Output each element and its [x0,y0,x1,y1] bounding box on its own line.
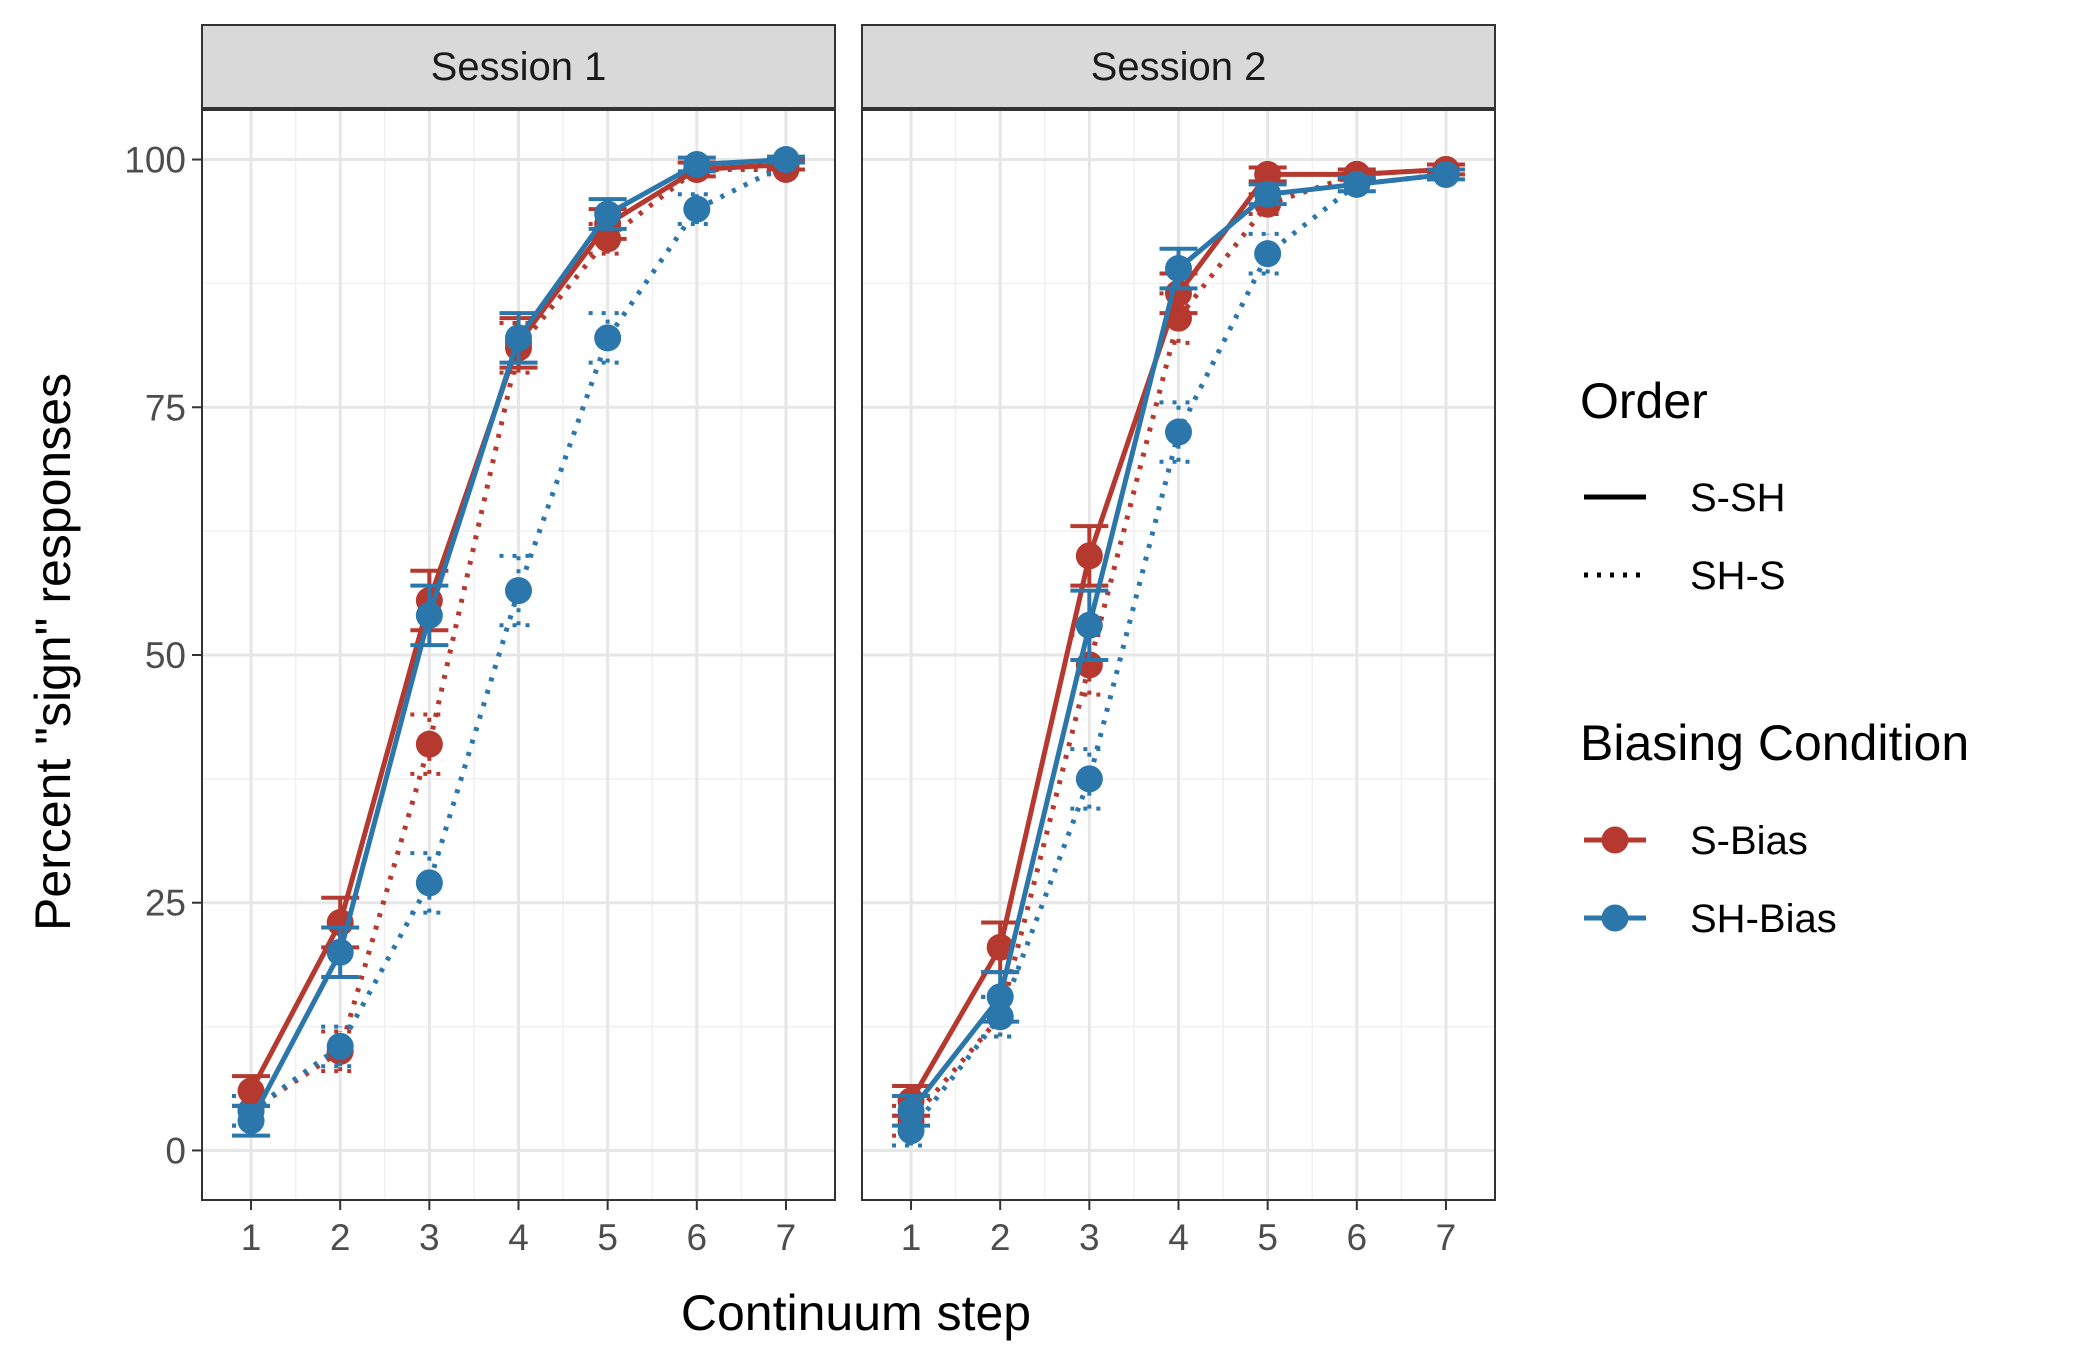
data-point [237,1107,265,1135]
panel-strip-label: Session 2 [1091,45,1267,89]
x-tick-label: 6 [1347,1217,1368,1258]
x-tick-label: 4 [1168,1217,1189,1258]
x-tick-label: 2 [330,1217,351,1258]
data-point [415,869,443,897]
data-point [1075,765,1103,793]
x-tick-label: 1 [901,1217,922,1258]
legend-title-order: Order [1580,373,1708,429]
data-point [1254,180,1282,208]
x-tick-label: 3 [1079,1217,1100,1258]
data-point [1075,611,1103,639]
x-tick-label: 5 [1257,1217,1278,1258]
x-tick-label: 7 [1436,1217,1457,1258]
panel-1: Session 1 1 2 3 4 5 6 7 0 25 50 75 100 [124,24,836,1258]
data-point [1165,255,1192,283]
x-tick-label: 7 [776,1217,797,1258]
x-tick-label: 1 [241,1217,262,1258]
gridlines [202,110,835,1200]
legend-key-point-sh-bias [1601,904,1629,932]
x-tick-label: 3 [419,1217,440,1258]
y-axis-title: Percent "sign" responses [25,373,81,931]
data-point [415,601,443,629]
x-tick-label: 6 [687,1217,708,1258]
data-point [1343,170,1371,198]
x-axis-title: Continuum step [681,1285,1031,1341]
legend-label-s-bias: S-Bias [1690,819,1808,863]
data-point [1432,160,1460,188]
y-tick-label: 75 [145,387,186,428]
data-point [986,983,1014,1011]
data-point [415,730,443,758]
panel-strip [861,24,1496,109]
gridlines [862,110,1495,1200]
data-point [683,195,711,223]
series-sh-bias-s-sh [892,160,1465,1128]
legend-label-sh-s: SH-S [1690,554,1786,598]
error-bar [588,311,627,365]
legend-title-bias: Biasing Condition [1580,715,1969,771]
panel-strip [201,24,836,109]
legend-label-s-sh: S-SH [1690,476,1786,520]
data-point [594,200,622,228]
legend: Order S-SH SH-S Biasing Condition S-Bias SH-B… [1580,373,1969,941]
data-point [986,933,1014,961]
y-tick-label: 25 [145,883,186,924]
data-point [326,1032,354,1060]
data-point [1165,418,1192,446]
legend-key-point-s-bias [1601,826,1629,854]
panels-layer: Session 1 1 2 3 4 5 6 7 0 25 50 75 100 Session 2 1 2 3 4 5… [124,24,1496,1258]
legend-label-sh-bias: SH-Bias [1690,897,1837,941]
x-tick-label: 2 [990,1217,1011,1258]
data-point [505,324,532,352]
y-tick-label: 100 [124,140,186,181]
data-point [326,938,354,966]
data-point [1254,240,1282,268]
y-tick-label: 50 [145,635,186,676]
series-sh-bias-s-sh [232,146,805,1138]
panel-strip-label: Session 1 [431,45,607,89]
data-point [1254,160,1282,188]
data-point [683,151,711,178]
data-point [594,324,622,352]
data-point [237,1077,265,1105]
panel-2: Session 2 1 2 3 4 5 6 7 [861,24,1496,1258]
x-tick-label: 4 [508,1217,529,1258]
data-point [505,577,532,605]
data-point [897,1097,925,1125]
x-tick-label: 5 [597,1217,618,1258]
data-point [772,146,800,174]
y-tick-label: 0 [165,1130,186,1171]
data-point [1075,542,1103,570]
